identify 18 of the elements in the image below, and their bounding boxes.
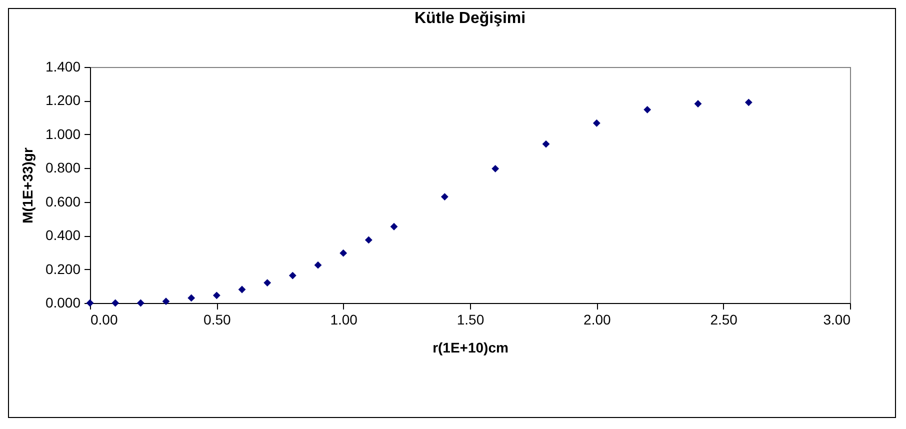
y-tick-label: 0.600 — [45, 193, 81, 210]
y-tick-label: 0.800 — [45, 160, 81, 176]
x-tick-label: 1.00 — [330, 312, 358, 328]
x-tick-label: 3.00 — [823, 312, 851, 328]
y-tick-label: 1.000 — [45, 126, 81, 142]
x-tick-label: 0.00 — [90, 312, 118, 328]
x-tick-label: 0.50 — [204, 312, 232, 328]
x-tick-label: 1.50 — [456, 312, 484, 328]
x-tick-label: 2.00 — [584, 312, 612, 328]
y-tick-label: 0.200 — [45, 260, 81, 277]
y-tick-label: 1.200 — [45, 92, 81, 108]
y-tick-label: 1.400 — [45, 58, 81, 74]
chart-title: Kütle Değişimi — [414, 10, 526, 27]
x-tick-label: 2.50 — [710, 312, 738, 328]
y-tick-label: 0.400 — [45, 227, 81, 244]
y-axis-title: M(1E+33)gr — [19, 147, 36, 224]
x-axis-title: r(1E+10)cm — [432, 340, 508, 356]
y-tick-label: 0.000 — [45, 294, 81, 310]
